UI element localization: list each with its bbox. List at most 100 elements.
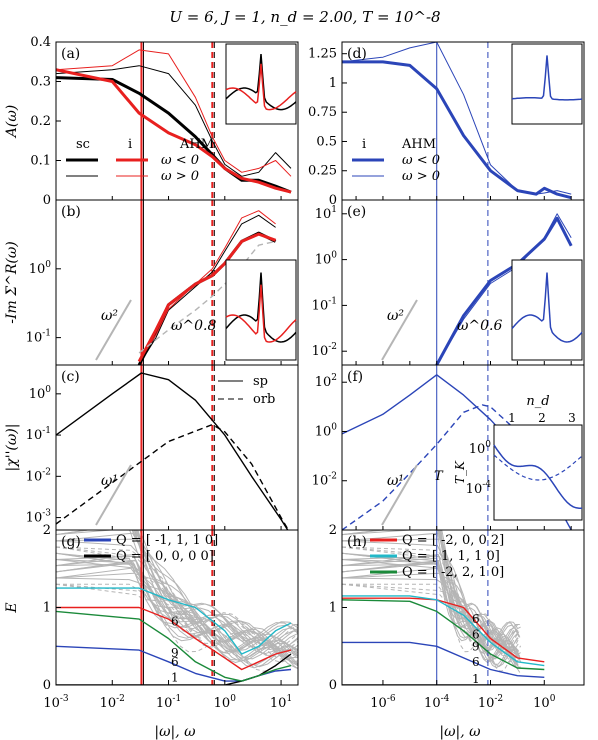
ytick-label: 0.2	[30, 114, 51, 129]
level-count-label: 6	[171, 614, 179, 628]
panel-letter: (b)	[61, 204, 81, 220]
ytick-label: 1	[43, 601, 51, 616]
ytick-label: 1	[329, 601, 337, 616]
ytick-label: 10-1	[26, 329, 51, 346]
ytick-label: 102	[315, 373, 337, 390]
ytick-label: 2	[329, 523, 337, 538]
gray-level-line	[342, 538, 521, 647]
ytick-label: 0	[329, 193, 337, 208]
series-group-c	[56, 372, 290, 530]
figure-title: U = 6, J = 1, n_d = 2.00, T = 10^-8	[169, 8, 440, 26]
panel-c: (c) 10-3 10-2 10-1 100 |χ''(ω)| ω¹ sp orb	[4, 364, 299, 531]
panel-b: (b) 10-1 100 -Im Σ^R(ω) ω² ω^0.8	[4, 199, 299, 366]
gray-level-line	[441, 530, 521, 643]
legend-label: ω > 0	[161, 169, 199, 184]
legend-header: AHM	[179, 137, 214, 152]
series-group-g	[56, 587, 292, 685]
ytick-label: 10-1	[26, 426, 51, 443]
series-line	[342, 599, 545, 671]
series-line	[342, 404, 572, 530]
inset-curve	[493, 444, 582, 510]
xtick-label: 100	[533, 694, 556, 711]
annotation: ω²	[101, 308, 118, 324]
gray-level-line	[56, 562, 298, 648]
level-count-label: 1	[472, 672, 480, 686]
series-line	[342, 42, 572, 195]
legend-header: i	[362, 137, 366, 152]
gray-level-line	[342, 540, 519, 656]
series-line	[56, 372, 289, 530]
series-line	[138, 214, 276, 365]
series-line	[342, 595, 545, 667]
ytick-label: 0.3	[30, 75, 51, 90]
inset-curve	[225, 284, 297, 343]
legend-label: Q = [ 1, 1, 1 0]	[402, 549, 500, 564]
ylabel: A(ω)	[4, 105, 20, 139]
ytick-label: 10-3	[26, 509, 52, 526]
ytick-label: 0	[43, 678, 51, 693]
legend-label: sp	[253, 374, 268, 389]
legend-label: Q = [ -2, 2, 1 0]	[402, 565, 504, 580]
inset-frame	[493, 424, 583, 521]
ytick-label: 10-2	[312, 472, 337, 489]
legend-label: Q = [ 0, 0, 0 0]	[116, 549, 214, 564]
xtick-label: 10-1	[156, 694, 181, 711]
legend-label: orb	[253, 392, 275, 407]
panel-letter: (f)	[347, 369, 363, 385]
ytick-label: 100	[29, 260, 52, 277]
ytick-label: 2	[43, 523, 51, 538]
level-count-label: 6	[472, 655, 480, 669]
series-line	[342, 60, 572, 200]
ytick-label: 0.75	[308, 105, 337, 120]
series-line	[56, 423, 290, 530]
level-count-label: 9	[171, 646, 179, 660]
inset-ytick-label: 100	[469, 440, 492, 457]
ytick-label: 100	[29, 385, 52, 402]
annotation: ω^0.6	[457, 318, 503, 334]
inset-a	[225, 43, 297, 125]
level-count-label: 9	[472, 639, 480, 653]
guide-line	[381, 299, 418, 361]
gray-level-line	[56, 583, 298, 660]
xtick-label: 10-2	[478, 694, 503, 711]
series-line	[137, 232, 277, 363]
level-count-label: 1	[171, 670, 179, 684]
inset-curve	[225, 63, 297, 111]
panel-letter: (a)	[61, 46, 80, 62]
ytick-label: 0	[329, 678, 337, 693]
ylabel: |χ''(ω)|	[4, 424, 20, 472]
legend-label: Q = [ -1, 1, 1 0]	[116, 533, 218, 548]
inset-xtick-label: 3	[568, 411, 576, 425]
ylabel: -Im Σ^R(ω)	[4, 241, 20, 324]
ytick-label: 1	[329, 76, 337, 91]
series-line	[138, 210, 276, 362]
ylabel: E	[4, 602, 20, 613]
series-line	[56, 606, 292, 671]
xtick-label: 10-2	[100, 694, 125, 711]
gray-level-line	[56, 540, 298, 656]
ytick-label: 100	[315, 422, 338, 439]
gray-level-line	[342, 546, 518, 663]
ytick-label: 10-2	[26, 467, 51, 484]
panel-letter: (c)	[61, 369, 80, 385]
inset-b	[225, 259, 297, 361]
ytick-label: 101	[315, 205, 337, 222]
inset-ylabel: T_K	[453, 460, 467, 484]
series-group-h	[342, 595, 545, 685]
xlabel-right: |ω|, ω	[439, 724, 481, 740]
legend-header: sc	[76, 137, 90, 152]
legend-label: ω < 0	[402, 153, 440, 168]
ytick-label: 0.4	[30, 35, 51, 50]
xtick-label: 101	[270, 694, 292, 711]
xtick-label: 100	[214, 694, 237, 711]
ytick-label: 0.25	[308, 164, 337, 179]
level-count-label: 6	[472, 612, 480, 626]
inset-xtick-label: 1	[508, 411, 516, 425]
series-group-b	[137, 210, 277, 365]
ytick-label: 100	[315, 251, 338, 268]
panel-letter: (e)	[347, 204, 366, 220]
